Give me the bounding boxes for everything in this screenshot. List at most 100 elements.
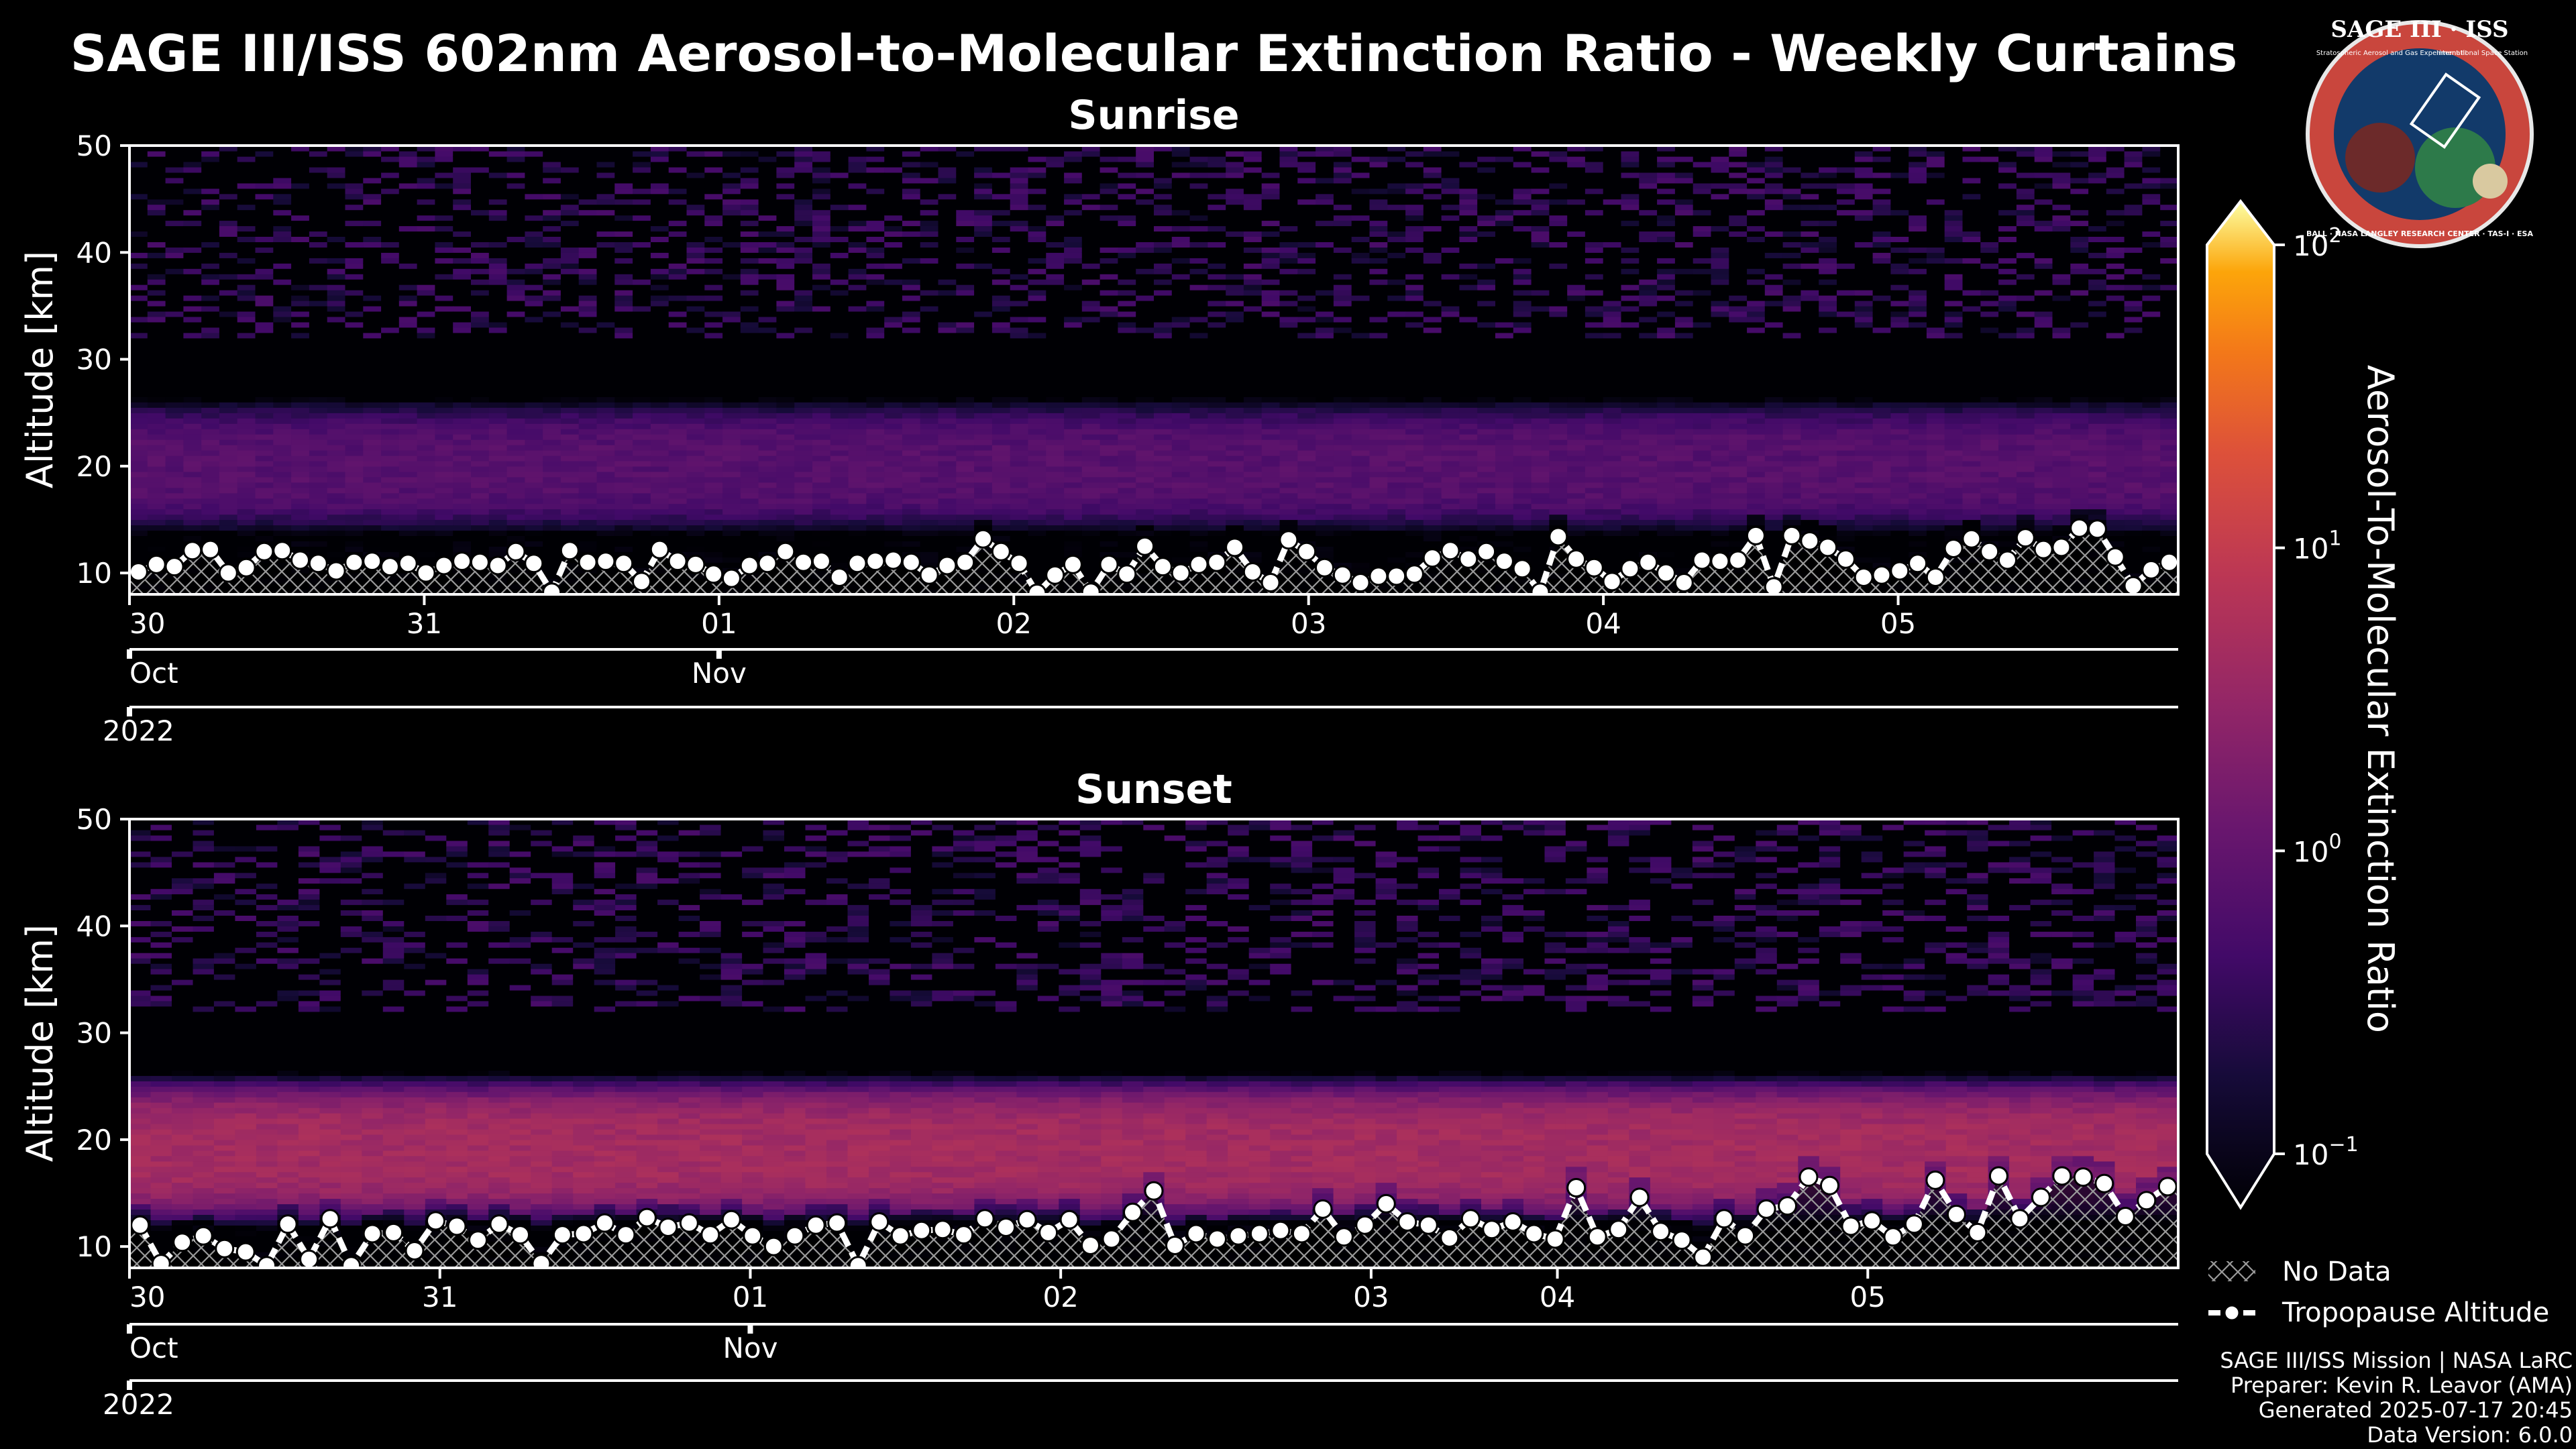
heatmap-cell — [884, 455, 903, 462]
heatmap-cell — [147, 551, 166, 557]
heatmap-cell — [1010, 166, 1029, 173]
heatmap-cell — [201, 354, 220, 360]
heatmap-cell — [614, 445, 633, 451]
heatmap-cell — [345, 466, 364, 472]
heatmap-cell — [938, 252, 957, 258]
heatmap-cell — [633, 375, 651, 382]
heatmap-cell — [1118, 263, 1136, 269]
heatmap-cell — [758, 413, 777, 419]
heatmap-cell — [327, 413, 346, 419]
heatmap-cell — [830, 380, 849, 386]
heatmap-cell — [704, 182, 723, 189]
heatmap-cell — [471, 455, 490, 462]
heatmap-cell — [812, 413, 831, 419]
heatmap-cell — [327, 274, 346, 280]
heatmap-cell — [129, 380, 148, 386]
heatmap-cell — [866, 332, 885, 339]
heatmap-cell — [596, 503, 615, 510]
heatmap-cell — [309, 402, 328, 408]
heatmap-cell — [525, 316, 543, 323]
heatmap-cell — [345, 311, 364, 317]
heatmap-cell — [381, 204, 400, 211]
heatmap-cell — [1154, 215, 1173, 221]
heatmap-cell — [417, 445, 435, 451]
heatmap-cell — [722, 146, 741, 152]
heatmap-cell — [291, 460, 310, 467]
heatmap-cell — [848, 236, 867, 242]
heatmap-cell — [453, 503, 472, 510]
heatmap-cell — [560, 429, 580, 435]
heatmap-cell — [1171, 429, 1191, 435]
heatmap-cell — [435, 364, 453, 371]
heatmap-cell — [884, 146, 903, 152]
heatmap-cell — [848, 295, 867, 301]
heatmap-cell — [991, 450, 1011, 456]
heatmap-cell — [129, 375, 148, 382]
heatmap-cell — [237, 434, 256, 440]
heatmap-cell — [686, 482, 705, 488]
heatmap-cell — [920, 391, 939, 397]
heatmap-cell — [776, 311, 795, 317]
heatmap-cell — [614, 161, 633, 168]
heatmap-cell — [327, 209, 346, 216]
heatmap-cell — [543, 578, 561, 584]
heatmap-cell — [345, 305, 364, 312]
heatmap-cell — [435, 407, 453, 413]
heatmap-cell — [543, 535, 561, 541]
heatmap-cell — [453, 482, 472, 488]
heatmap-cell — [704, 284, 723, 290]
heatmap-cell — [237, 466, 256, 472]
heatmap-cell — [560, 156, 580, 162]
heatmap-cell — [1154, 466, 1173, 472]
heatmap-cell — [237, 279, 256, 285]
heatmap-cell — [453, 231, 472, 237]
heatmap-cell — [201, 519, 220, 526]
heatmap-cell — [417, 252, 435, 258]
heatmap-cell — [920, 305, 939, 312]
heatmap-cell — [668, 327, 688, 333]
heatmap-cell — [633, 508, 651, 515]
heatmap-cell — [255, 434, 274, 440]
heatmap-cell — [1046, 258, 1065, 264]
heatmap-cell — [1136, 236, 1155, 242]
heatmap-cell — [1064, 439, 1083, 445]
heatmap-cell — [920, 487, 939, 494]
heatmap-cell — [237, 161, 256, 168]
heatmap-cell — [1010, 252, 1029, 258]
heatmap-cell — [920, 236, 939, 242]
heatmap-cell — [273, 188, 292, 195]
heatmap-cell — [1099, 182, 1118, 189]
heatmap-cell — [327, 268, 346, 274]
heatmap-cell — [758, 546, 777, 552]
heatmap-cell — [920, 530, 939, 536]
heatmap-cell — [201, 268, 220, 274]
heatmap-cell — [398, 182, 418, 189]
heatmap-cell — [704, 343, 723, 350]
heatmap-cell — [956, 514, 975, 521]
heatmap-cell — [1171, 146, 1191, 152]
heatmap-cell — [991, 220, 1011, 227]
heatmap-cell — [381, 375, 400, 382]
heatmap-cell — [596, 279, 615, 285]
heatmap-cell — [1010, 535, 1029, 541]
heatmap-cell — [1046, 332, 1065, 339]
heatmap-cell — [956, 321, 975, 328]
heatmap-cell — [668, 263, 688, 269]
heatmap-cell — [884, 541, 903, 547]
heatmap-cell — [147, 396, 166, 402]
heatmap-cell — [668, 466, 688, 472]
heatmap-cell — [758, 215, 777, 221]
heatmap-cell — [920, 177, 939, 184]
heatmap-cell — [273, 204, 292, 211]
heatmap-cell — [991, 236, 1011, 242]
heatmap-cell — [291, 423, 310, 429]
heatmap-cell — [1136, 466, 1155, 472]
heatmap-cell — [1118, 193, 1136, 200]
heatmap-cell — [327, 305, 346, 312]
heatmap-cell — [560, 247, 580, 253]
heatmap-cell — [686, 541, 705, 547]
heatmap-cell — [991, 247, 1011, 253]
heatmap-cell — [740, 429, 759, 435]
heatmap-cell — [902, 166, 921, 173]
heatmap-cell — [1118, 476, 1136, 483]
